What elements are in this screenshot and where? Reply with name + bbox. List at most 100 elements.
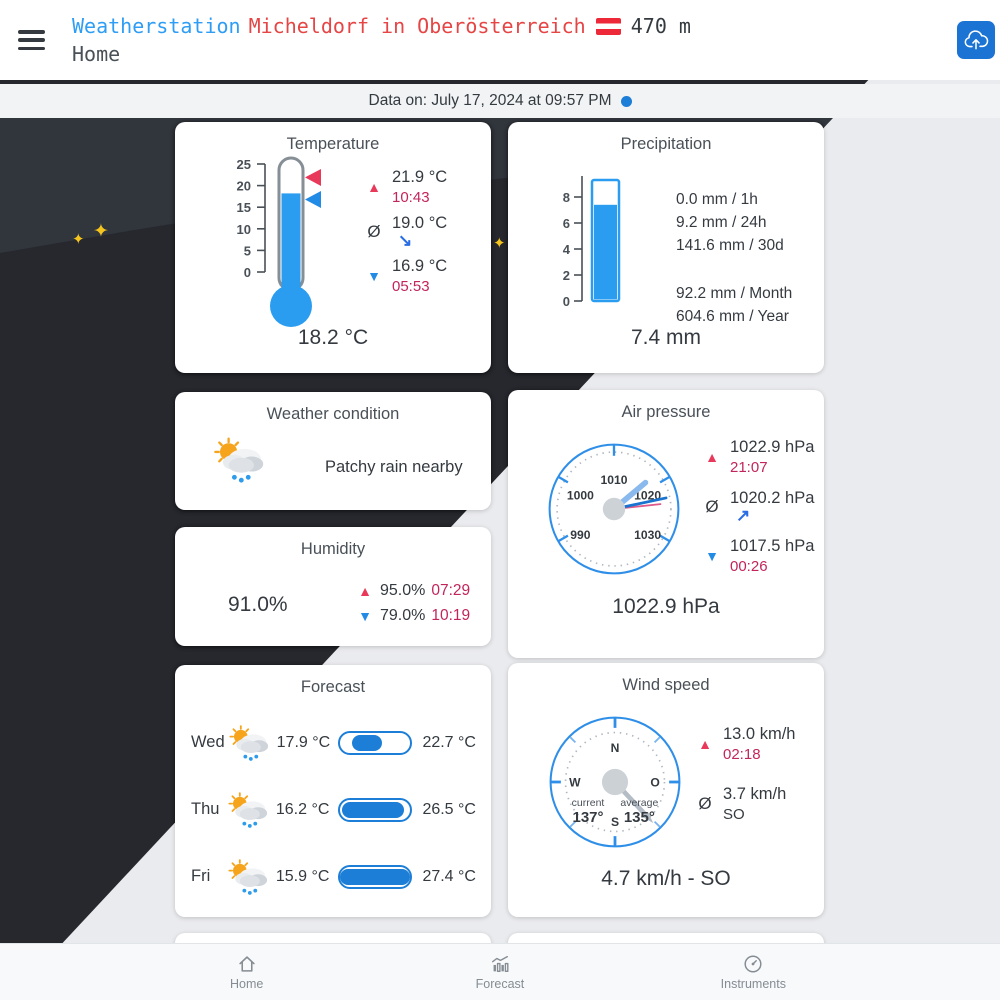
pressure-dial-gauge: 990 1000 1010 1020 1030 (548, 443, 680, 575)
max-time: 02:18 (723, 746, 761, 763)
min-temp: 17.9 °C (276, 733, 331, 751)
forecast-row: Thu 16.2 °C 26.5 °C (175, 776, 491, 843)
temperature-card[interactable]: Temperature 25 20 15 10 5 0 (175, 122, 491, 373)
cloud-upload-button[interactable] (957, 21, 995, 59)
min-value: 16.9 °C (392, 257, 448, 275)
period-totals: 92.2 mm / Month 604.6 mm / Year (676, 282, 792, 328)
card-title: Temperature (286, 135, 380, 153)
min-time: 05:53 (392, 278, 430, 295)
avg-row: Ø 19.0 °C ↘ (365, 214, 447, 249)
temp-range-fill (339, 868, 410, 885)
trend-up-arrow-icon: ↗ (736, 506, 751, 525)
svg-text:10: 10 (237, 222, 251, 237)
nav-item-home[interactable]: Home (192, 953, 302, 991)
station-name: Weatherstation (72, 14, 241, 38)
svg-text:W: W (569, 776, 581, 790)
star-icon: ✦ (72, 231, 85, 248)
day-label: Fri (191, 867, 211, 885)
svg-text:1010: 1010 (601, 473, 628, 487)
right-column: Precipitation 8 6 4 2 0 (508, 122, 824, 993)
weather-condition-card[interactable]: Weather condition Patchy rain nearby (175, 392, 491, 510)
humidity-card[interactable]: Humidity 91.0% ▲ 95.0% 07:29 ▼ 79.0% 10:… (175, 527, 491, 646)
left-column: Temperature 25 20 15 10 5 0 (175, 122, 491, 993)
svg-text:N: N (611, 741, 620, 755)
svg-text:20: 20 (237, 179, 251, 194)
current-direction: current 137° (571, 797, 605, 826)
day-label: Thu (191, 800, 220, 818)
svg-text:S: S (611, 815, 619, 829)
arrow-up-icon: ▲ (358, 582, 372, 599)
min-time: 00:26 (730, 558, 768, 575)
max-time: 07:29 (431, 581, 471, 599)
svg-text:1000: 1000 (567, 489, 594, 503)
min-temp: 15.9 °C (275, 867, 330, 885)
svg-text:1030: 1030 (634, 528, 661, 542)
svg-text:15: 15 (237, 200, 251, 215)
max-temp: 22.7 °C (422, 733, 476, 751)
current-wind: 4.7 km/h - SO (601, 867, 731, 890)
min-value: 1017.5 hPa (730, 537, 815, 555)
wind-speed-card[interactable]: Wind speed (508, 663, 824, 917)
svg-text:5: 5 (244, 243, 251, 258)
min-temp: 16.2 °C (275, 800, 330, 818)
average-direction: average 135° (620, 797, 659, 826)
avg-row: Ø 3.7 km/h SO (696, 785, 795, 823)
day-label: Wed (191, 733, 225, 751)
nav-item-forecast[interactable]: Forecast (445, 953, 555, 991)
card-title: Humidity (300, 540, 366, 558)
temp-range-fill (341, 801, 405, 818)
max-row: ▲ 13.0 km/h 02:18 (696, 725, 795, 763)
hamburger-menu-icon[interactable] (18, 30, 45, 50)
svg-text:0: 0 (244, 265, 251, 280)
max-value: 21.9 °C (392, 168, 448, 186)
svg-text:2: 2 (563, 268, 570, 283)
wind-direction-readout: current 137° average 135° (545, 797, 685, 826)
arrow-up-icon: ▲ (705, 449, 719, 465)
max-temp: 26.5 °C (422, 800, 476, 818)
current-temperature: 18.2 °C (297, 326, 369, 349)
forecast-chart-icon (489, 953, 511, 975)
rain-sun-icon (224, 857, 272, 897)
svg-text:25: 25 (237, 157, 251, 172)
avg-row: Ø 1020.2 hPa ↗ (703, 489, 814, 524)
page-title: Home (72, 42, 121, 66)
avg-direction: SO (723, 806, 745, 823)
air-pressure-card[interactable]: Air pressure 990 1000 1010 1020 (508, 390, 824, 658)
forecast-card[interactable]: Forecast Wed 17.9 °C 22.7 °C Thu 16.2 °C (175, 665, 491, 917)
nav-item-instruments[interactable]: Instruments (698, 953, 808, 991)
bottom-navigation: Home Forecast Instruments (0, 943, 1000, 1000)
precipitation-card[interactable]: Precipitation 8 6 4 2 0 (508, 122, 824, 373)
average-icon: Ø (367, 221, 381, 241)
max-row: ▲ 1022.9 hPa 21:07 (703, 438, 814, 476)
forecast-row: Wed 17.9 °C 22.7 °C (175, 709, 491, 776)
temp-range-bar (337, 864, 412, 889)
condition-text: Patchy rain nearby (325, 458, 463, 476)
temp-range-bar (338, 730, 413, 755)
nav-label: Instruments (720, 977, 786, 991)
stat-line: 0.0 mm / 1h (676, 191, 758, 208)
arrow-up-icon: ▲ (367, 179, 381, 195)
min-marker-icon (305, 191, 321, 208)
thermometer-gauge: 25 20 15 10 5 0 (237, 156, 321, 327)
arrow-down-icon: ▼ (367, 268, 381, 284)
max-temp: 27.4 °C (422, 867, 476, 885)
temperature-stats: ▲ 21.9 °C 10:43 Ø 19.0 °C ↘ ▼ 16.9 °C 05… (365, 168, 447, 295)
arrow-down-icon: ▼ (358, 607, 372, 624)
stat-line: 604.6 mm / Year (676, 308, 789, 325)
precipitation-bar-gauge: 8 6 4 2 0 (563, 176, 621, 309)
station-altitude: 470 m (630, 14, 691, 38)
wind-compass: N O S W (549, 716, 681, 848)
star-icon: ✦ (93, 221, 109, 242)
card-title: Precipitation (620, 135, 712, 153)
cloud-upload-icon (963, 30, 989, 51)
arrow-down-icon: ▼ (705, 548, 719, 564)
min-row: ▼ 79.0% 10:19 (356, 603, 470, 628)
card-title: Forecast (300, 678, 366, 696)
stat-line: 92.2 mm / Month (676, 285, 793, 302)
stat-line: 141.6 mm / 30d (676, 237, 784, 254)
card-title: Weather condition (266, 405, 400, 423)
svg-text:990: 990 (570, 528, 590, 542)
rain-sun-icon (224, 790, 272, 830)
app-title: Weatherstation Micheldorf in Oberösterre… (72, 14, 691, 38)
